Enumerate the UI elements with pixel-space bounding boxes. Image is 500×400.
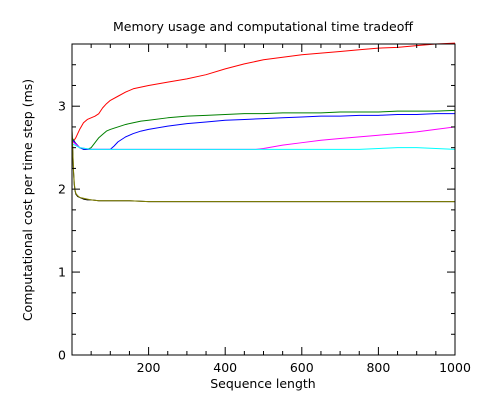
x-tick-label: 400 (213, 360, 237, 375)
chart-title: Memory usage and computational time trad… (113, 19, 413, 34)
x-tick-label: 800 (366, 360, 390, 375)
series-line-2 (71, 109, 456, 150)
x-tick-label: 200 (137, 360, 161, 375)
series-line-4 (71, 126, 456, 150)
y-tick-label: 3 (58, 99, 66, 114)
y-tick-label: 2 (58, 182, 66, 197)
plot-lines (71, 42, 456, 203)
axis-ticks (72, 44, 456, 356)
series-line-6 (71, 131, 455, 203)
y-tick-label: 0 (58, 348, 66, 363)
plot-frame (71, 43, 456, 356)
series-line-3 (71, 113, 455, 150)
x-tick-label: 1000 (439, 360, 471, 375)
series-line-7 (71, 129, 455, 203)
series-line-1 (71, 42, 456, 144)
y-tick-label: 1 (58, 265, 66, 280)
x-axis-label: Sequence length (210, 376, 315, 391)
y-axis-label: Computational cost per time step (ms) (20, 79, 35, 321)
series-line-5 (71, 143, 456, 150)
x-tick-label: 600 (290, 360, 314, 375)
axis-tick-labels: 200 400 600 800 1000 0 1 2 3 (58, 99, 471, 375)
